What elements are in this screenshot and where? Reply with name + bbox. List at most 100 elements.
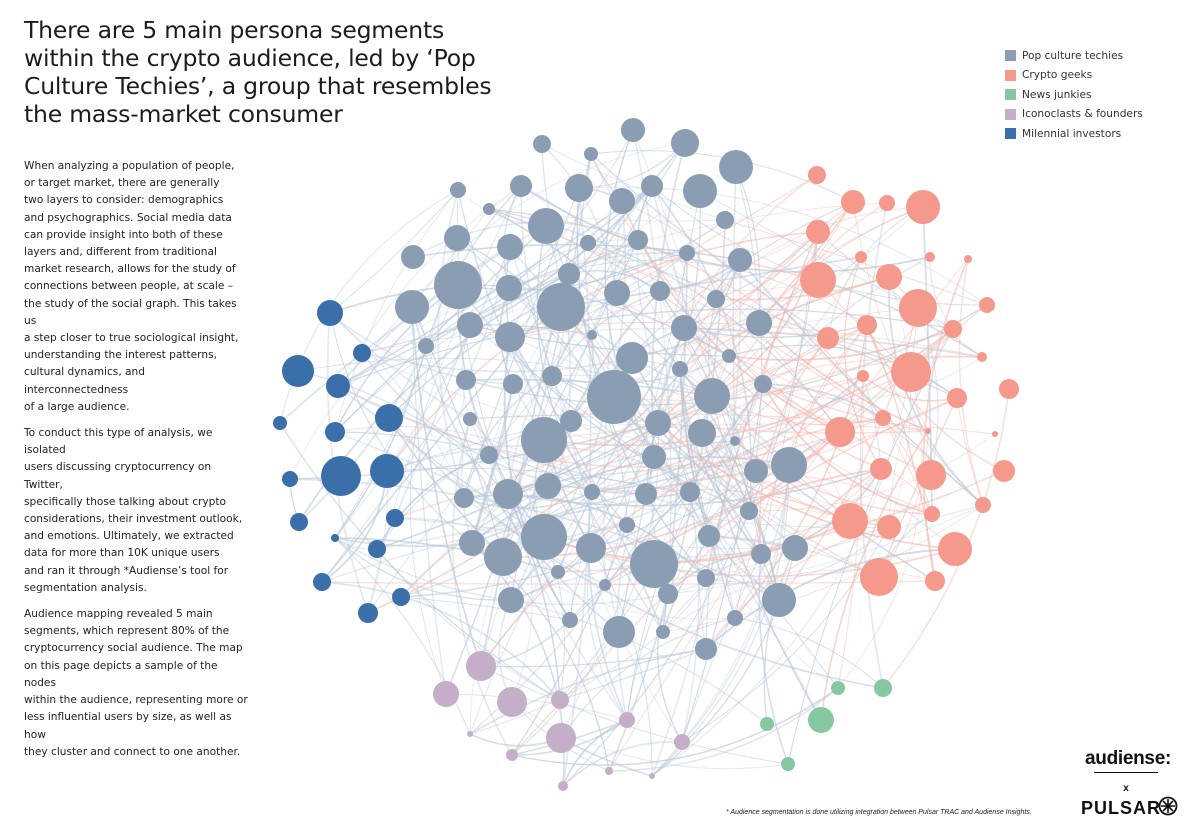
pop-culture-node	[645, 410, 671, 436]
network-edge	[445, 693, 628, 721]
pop-culture-node	[697, 569, 715, 587]
crypto-geek-node	[825, 417, 855, 447]
network-edge	[631, 357, 880, 578]
network-edge	[657, 422, 956, 550]
pop-culture-node	[730, 436, 740, 446]
pulsar-star-icon	[1158, 796, 1178, 816]
legend-item: Iconoclasts & founders	[1005, 105, 1143, 125]
pop-culture-node	[537, 283, 585, 331]
network-edge	[411, 306, 482, 667]
iconoclast-node	[605, 767, 613, 775]
news-junkie-node	[760, 717, 774, 731]
crypto-geek-node	[877, 515, 901, 539]
pop-culture-node	[609, 188, 635, 214]
network-edge	[460, 418, 473, 544]
pop-culture-node	[560, 410, 582, 432]
milennial-investor-node	[326, 374, 350, 398]
network-edge	[728, 344, 958, 399]
network-edge	[917, 307, 939, 476]
network-edge	[551, 375, 796, 549]
network-edge	[334, 537, 669, 606]
crypto-geek-node	[975, 497, 991, 513]
network-edge	[748, 433, 996, 512]
pop-culture-node	[680, 482, 700, 502]
crypto-geek-node	[999, 379, 1019, 399]
crypto-geek-node	[857, 370, 869, 382]
crypto-geek-node	[979, 297, 995, 313]
network-edge	[511, 701, 789, 770]
network-edge	[656, 593, 683, 743]
iconoclast-node	[551, 691, 569, 709]
pop-culture-node	[562, 612, 578, 628]
milennial-investor-node	[331, 534, 339, 542]
milennial-investor-node	[273, 416, 287, 430]
crypto-geek-node	[875, 410, 891, 426]
crypto-geek-node	[800, 262, 836, 298]
pop-culture-node	[497, 234, 523, 260]
network-edge	[541, 143, 618, 294]
pop-culture-node	[576, 533, 606, 563]
legend-item: Milennial investors	[1005, 124, 1143, 144]
milennial-investor-node	[375, 404, 403, 432]
network-edge	[657, 422, 839, 689]
crypto-geek-node	[860, 558, 898, 596]
crypto-geek-node	[925, 428, 931, 434]
network-edge	[465, 378, 713, 397]
crypto-geek-node	[992, 431, 998, 437]
network-edge	[591, 371, 912, 493]
pop-culture-node	[683, 174, 717, 208]
pop-culture-node	[641, 175, 663, 197]
network-edge	[681, 383, 764, 743]
crypto-geek-node	[806, 220, 830, 244]
network-edge	[888, 328, 954, 528]
network-edge	[469, 631, 664, 735]
network-edge	[758, 276, 890, 324]
pop-culture-node	[483, 203, 495, 215]
pop-culture-node	[456, 370, 476, 390]
network-edge	[922, 258, 969, 582]
milennial-investor-node	[282, 355, 314, 387]
crypto-geek-node	[924, 506, 940, 522]
network-edge	[657, 422, 736, 619]
milennial-investor-node	[368, 540, 386, 558]
iconoclast-node	[506, 749, 518, 761]
pop-culture-node	[503, 374, 523, 394]
network-edge	[388, 252, 688, 419]
crypto-geek-node	[964, 255, 972, 263]
body-paragraph-3: Audience mapping revealed 5 main segment…	[24, 608, 248, 758]
network-edge	[569, 524, 628, 621]
network-edge	[334, 273, 570, 433]
crypto-geek-node	[947, 388, 967, 408]
network-edge	[587, 547, 628, 721]
network-edge	[758, 337, 829, 555]
network-edge	[837, 371, 923, 689]
network-edge	[887, 276, 984, 506]
body-paragraph-1: When analyzing a population of people, o…	[24, 160, 239, 413]
network-edge	[683, 327, 882, 470]
pop-culture-node	[495, 322, 525, 352]
network-edge	[386, 246, 511, 472]
pop-culture-node	[751, 544, 771, 564]
pop-culture-node	[672, 361, 688, 377]
pop-culture-node	[695, 638, 717, 660]
network-edge	[400, 596, 571, 621]
network-edge	[882, 417, 933, 515]
crypto-geek-node	[977, 352, 987, 362]
pop-culture-node	[418, 338, 434, 354]
pop-culture-node	[628, 230, 648, 250]
pop-culture-node	[533, 135, 551, 153]
body-text: When analyzing a population of people, o…	[24, 158, 252, 770]
pop-culture-node	[744, 459, 768, 483]
pop-culture-node	[635, 483, 657, 505]
pop-culture-node	[580, 235, 596, 251]
network-edge	[626, 383, 764, 721]
pop-culture-node	[459, 530, 485, 556]
legend-swatch-pop-culture	[1005, 50, 1016, 62]
network-edge	[425, 185, 522, 347]
pop-culture-node	[762, 583, 796, 617]
network-edge	[334, 537, 471, 735]
network-edge	[386, 444, 750, 512]
network-edge	[613, 375, 864, 401]
pop-culture-node	[450, 182, 466, 198]
network-edge	[520, 185, 931, 273]
